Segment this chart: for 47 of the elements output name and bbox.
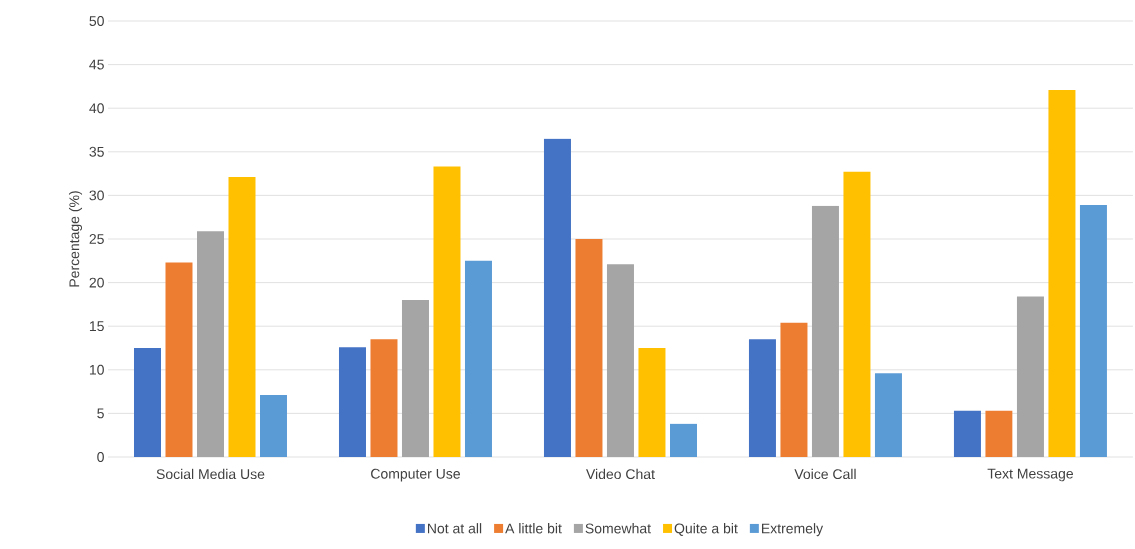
y-tick-label: 40 xyxy=(89,103,104,114)
bar xyxy=(1079,204,1107,457)
bar xyxy=(165,262,193,457)
bar xyxy=(985,410,1013,457)
bar xyxy=(606,264,634,457)
bar xyxy=(401,300,429,457)
bar xyxy=(843,171,871,457)
y-tick-label: 0 xyxy=(97,452,104,462)
bar xyxy=(780,322,808,457)
bar xyxy=(370,339,398,457)
y-tick-label: 5 xyxy=(97,408,104,419)
bar xyxy=(433,166,461,457)
bar xyxy=(669,423,697,457)
bar xyxy=(575,239,603,457)
bar xyxy=(953,410,981,457)
bar xyxy=(260,395,287,457)
bar xyxy=(133,348,161,457)
y-tick-label: 45 xyxy=(89,59,104,70)
x-tick-label: Voice Call xyxy=(794,468,856,480)
bar xyxy=(543,138,571,457)
bar xyxy=(1016,296,1044,457)
y-tick-label: 15 xyxy=(89,321,104,332)
bar xyxy=(228,177,256,457)
bar xyxy=(196,231,224,457)
bar xyxy=(811,205,839,457)
bar xyxy=(464,260,492,457)
y-tick-label: 10 xyxy=(89,364,104,375)
x-tick-label: Social Media Use xyxy=(156,468,265,480)
bar xyxy=(748,339,776,457)
x-tick-label: Computer Use xyxy=(371,468,460,482)
x-tick-label: Text Message xyxy=(987,468,1074,482)
legend-label: Somewhat xyxy=(585,523,651,534)
legend-label: Not at all xyxy=(427,523,482,534)
legend-label: Quite a bit xyxy=(674,523,738,536)
x-tick-label: Video Chat xyxy=(586,468,655,480)
y-tick-label: 35 xyxy=(89,146,104,157)
bar xyxy=(1048,89,1076,457)
bar xyxy=(638,348,666,457)
y-tick-label: 20 xyxy=(89,277,104,288)
y-tick-label: 50 xyxy=(89,16,104,26)
bar xyxy=(874,373,902,457)
y-tick-label: 25 xyxy=(89,234,104,244)
y-axis-title: Percentage (%) xyxy=(68,191,83,287)
legend-label: A little bit xyxy=(505,523,562,534)
legend-label: Extremely xyxy=(762,523,824,537)
bar xyxy=(338,347,366,457)
y-tick-label: 30 xyxy=(89,190,104,201)
